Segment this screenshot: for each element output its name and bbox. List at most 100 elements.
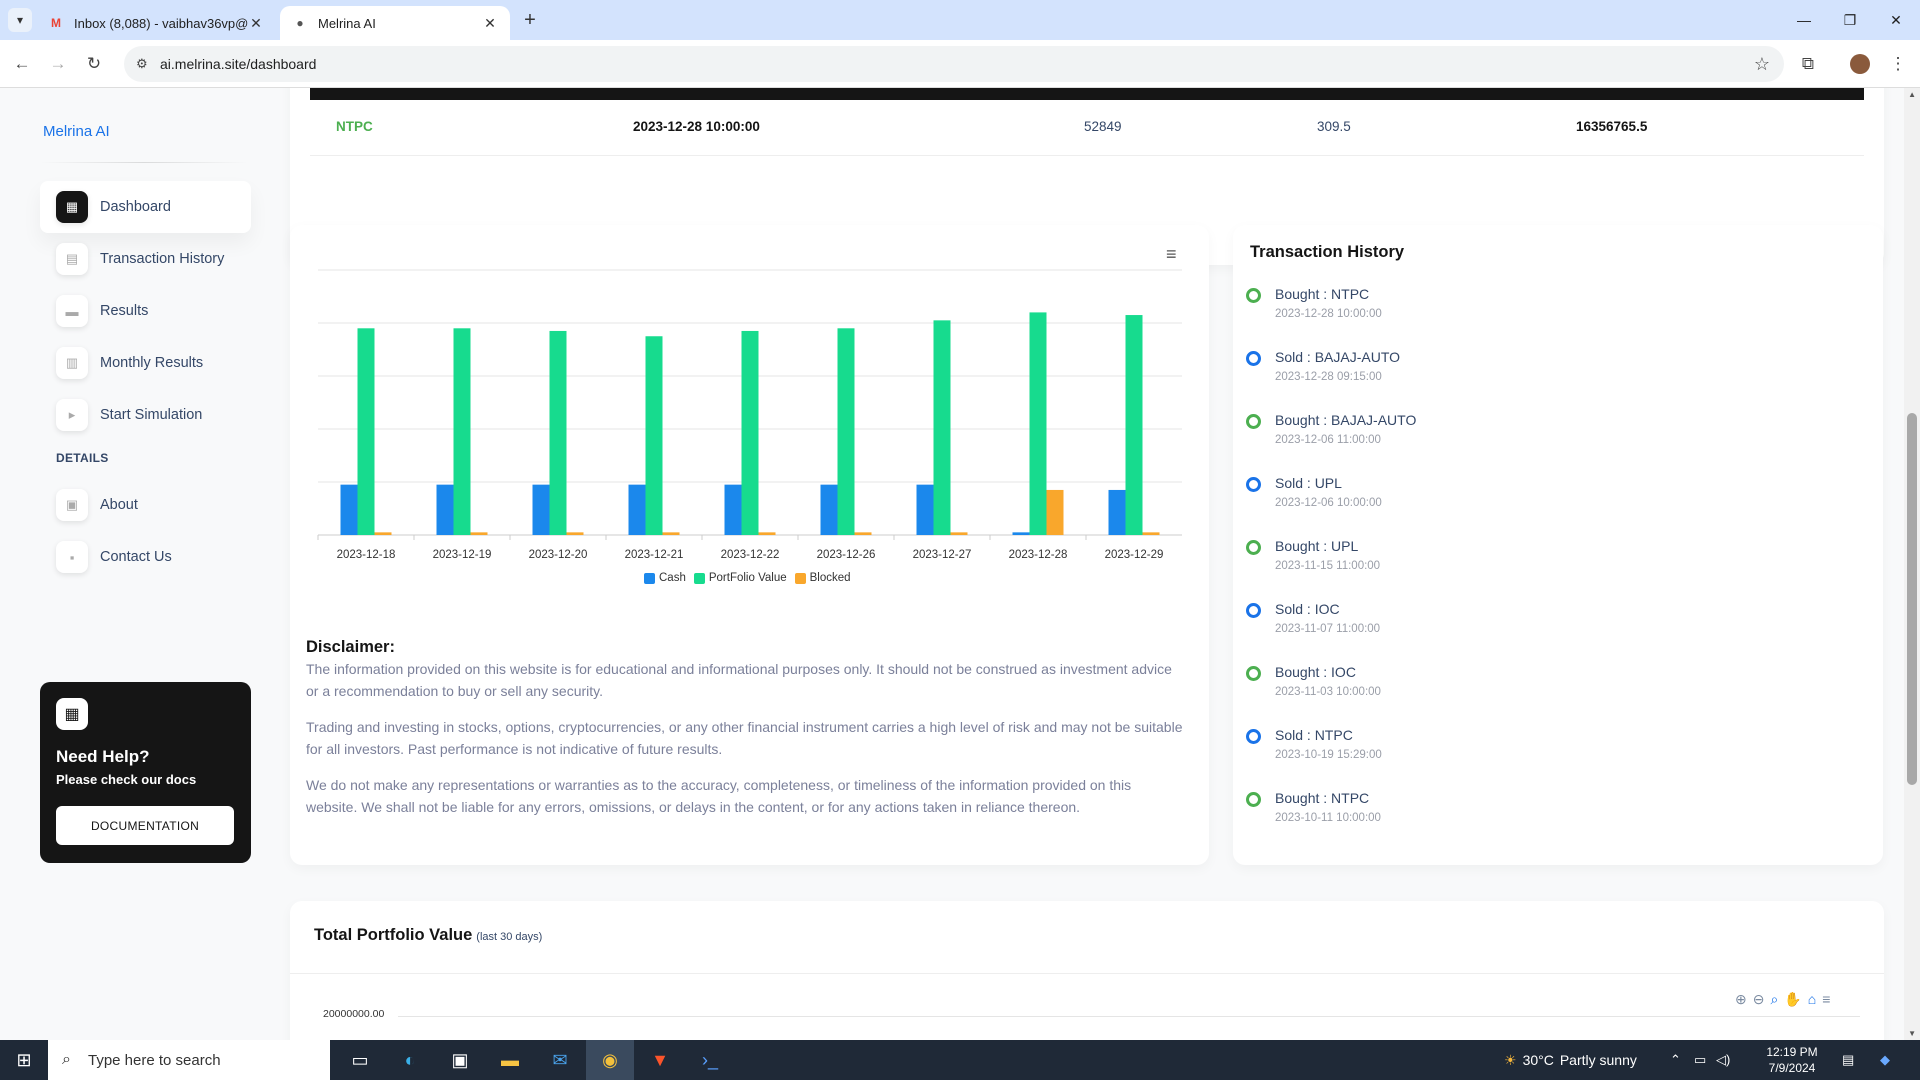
- disclaimer-paragraph: We do not make any representations or wa…: [306, 777, 1132, 815]
- task-view-icon[interactable]: ▭: [351, 1049, 369, 1070]
- url-text: ai.melrina.site/dashboard: [160, 56, 317, 72]
- reload-button[interactable]: ↻: [86, 54, 102, 73]
- zoom-out-icon[interactable]: ⊖: [1752, 991, 1765, 1007]
- results-icon: ▬: [56, 295, 88, 327]
- file-explorer-icon[interactable]: ▬: [501, 1049, 519, 1070]
- brave-icon[interactable]: ▼: [651, 1049, 669, 1070]
- scroll-up-icon[interactable]: ▲: [1908, 90, 1916, 99]
- gridline: [398, 1016, 1860, 1017]
- bar-portfolio-value: [837, 328, 855, 535]
- tray-chevron-icon[interactable]: ⌃: [1670, 1052, 1681, 1067]
- divider: [290, 973, 1884, 974]
- sidebar-item-transaction-history[interactable]: ▤ Transaction History: [40, 233, 251, 285]
- chart-menu-icon[interactable]: ≡: [1166, 244, 1177, 264]
- edge-icon[interactable]: ◐: [404, 1049, 416, 1070]
- pan-icon[interactable]: ✋: [1784, 991, 1802, 1007]
- store-icon[interactable]: ▣: [451, 1049, 469, 1070]
- sidebar-item-start-simulation[interactable]: ▸ Start Simulation: [40, 389, 251, 441]
- sidebar-item-results[interactable]: ▬ Results: [40, 285, 251, 337]
- site-info-icon[interactable]: ⚙: [136, 56, 148, 71]
- zoom-in-icon[interactable]: ⊕: [1735, 991, 1747, 1007]
- bar-cash: [724, 484, 742, 535]
- terminal-icon[interactable]: ›_: [701, 1049, 718, 1070]
- timeline-dot-icon: [1246, 351, 1261, 366]
- brand-logo[interactable]: Melrina AI: [43, 123, 110, 140]
- network-icon[interactable]: ▭: [1694, 1052, 1707, 1067]
- sidebar-item-label: Start Simulation: [100, 407, 203, 423]
- clock[interactable]: 12:19 PM 7/9/2024: [1756, 1044, 1828, 1076]
- profile-avatar[interactable]: [1846, 50, 1874, 78]
- mail-icon[interactable]: ✉: [552, 1049, 568, 1070]
- close-tab-icon[interactable]: ✕: [250, 14, 262, 31]
- bar-cash: [340, 484, 358, 535]
- back-button[interactable]: ←: [13, 54, 31, 73]
- transaction-time: 2023-12-06 11:00:00: [1275, 434, 1381, 446]
- scroll-down-icon[interactable]: ▼: [1908, 1029, 1916, 1038]
- reset-home-icon[interactable]: ⌂: [1807, 991, 1817, 1007]
- scrollbar-thumb[interactable]: [1907, 413, 1917, 785]
- legend-label: PortFolio Value: [708, 572, 787, 584]
- bar-cash: [1108, 489, 1126, 535]
- documentation-button[interactable]: DOCUMENTATION: [56, 806, 234, 845]
- tab-gmail[interactable]: M Inbox (8,088) - vaibhav36vp@g ✕: [36, 6, 276, 40]
- restore-button[interactable]: ❐: [1843, 11, 1857, 28]
- bar-cash: [916, 484, 934, 535]
- portfolio-subtitle: (last 30 days): [476, 931, 543, 943]
- sidebar-item-contact-us[interactable]: ▪ Contact Us: [40, 531, 251, 583]
- forward-button[interactable]: →: [49, 54, 67, 73]
- timeline-dot-icon: [1246, 603, 1261, 618]
- tab-melrina[interactable]: ● Melrina AI ✕: [280, 6, 510, 40]
- chrome-icon[interactable]: ◉: [586, 1040, 634, 1080]
- minimize-button[interactable]: —: [1797, 12, 1811, 28]
- bar-chart-svg: 2023-12-18 2023-12-19 2023-12-20 2023-12-21…: [317, 269, 1182, 561]
- address-bar[interactable]: ⚙ ai.melrina.site/dashboard ☆: [124, 46, 1784, 82]
- notifications-icon[interactable]: ▤: [1842, 1052, 1855, 1067]
- extensions-icon[interactable]: ⧉: [1801, 54, 1815, 73]
- sidebar-item-label: About: [100, 497, 138, 513]
- bar-portfolio-value: [933, 320, 951, 535]
- tab-search-dropdown[interactable]: ▾: [8, 8, 32, 32]
- sidebar-item-monthly-results[interactable]: ▥ Monthly Results: [40, 337, 251, 389]
- clock-time: 12:19 PM: [1766, 1045, 1818, 1059]
- sidebar-item-dashboard[interactable]: ▦ Dashboard: [40, 181, 251, 233]
- sidebar-item-about[interactable]: ▣ About: [40, 479, 251, 531]
- legend-item-cash[interactable]: Cash: [644, 572, 686, 584]
- bar-portfolio-value: [1029, 312, 1047, 535]
- search-icon: ⌕: [62, 1051, 71, 1068]
- transaction-time: 2023-10-19 15:29:00: [1275, 749, 1382, 761]
- window-close-button[interactable]: ✕: [1890, 11, 1902, 28]
- page-scrollbar[interactable]: ▲ ▼: [1904, 88, 1920, 1040]
- bookmark-star-icon[interactable]: ☆: [1753, 53, 1770, 74]
- transaction-time: 2023-12-06 10:00:00: [1275, 497, 1382, 509]
- bar-cash: [436, 484, 454, 535]
- chart-menu-icon[interactable]: ≡: [1822, 991, 1831, 1007]
- transaction-time: 2023-11-07 11:00:00: [1275, 623, 1381, 635]
- transaction-action: Sold : IOC: [1275, 601, 1340, 617]
- transaction-history-title: Transaction History: [1250, 243, 1405, 261]
- weather-widget[interactable]: ☀ 30°C Partly sunny: [1504, 1040, 1637, 1080]
- close-tab-icon[interactable]: ✕: [484, 14, 496, 31]
- legend-item-portfolio[interactable]: PortFolio Value: [693, 572, 787, 584]
- chrome-menu-icon[interactable]: ⋮: [1889, 54, 1907, 73]
- bar-cash: [628, 484, 646, 535]
- transaction-action: Bought : NTPC: [1275, 790, 1370, 806]
- volume-icon[interactable]: ◁): [1716, 1052, 1731, 1067]
- selection-zoom-icon[interactable]: ⌕: [1770, 991, 1779, 1007]
- taskbar-search-input[interactable]: ⌕ Type here to search: [48, 1040, 330, 1080]
- x-tick-label: 2023-12-29: [1105, 549, 1164, 561]
- timeline-dot-icon: [1246, 792, 1261, 807]
- holdings-header-bar: [310, 88, 1864, 100]
- new-tab-button[interactable]: +: [524, 8, 536, 31]
- transaction-action: Bought : BAJAJ-AUTO: [1275, 412, 1417, 428]
- legend-label: Cash: [659, 572, 686, 584]
- divider: [40, 162, 248, 163]
- legend-item-blocked[interactable]: Blocked: [794, 572, 851, 584]
- copilot-icon[interactable]: ◆: [1880, 1052, 1890, 1067]
- weather-icon: ☀: [1504, 1051, 1517, 1068]
- bar-portfolio-value: [453, 328, 471, 535]
- transaction-action: Sold : UPL: [1275, 475, 1342, 491]
- bar-cash: [532, 484, 550, 535]
- sidebar-item-label: Monthly Results: [100, 355, 204, 371]
- sidebar-item-label: Transaction History: [100, 251, 225, 267]
- windows-start-icon[interactable]: ⊞: [16, 1049, 32, 1070]
